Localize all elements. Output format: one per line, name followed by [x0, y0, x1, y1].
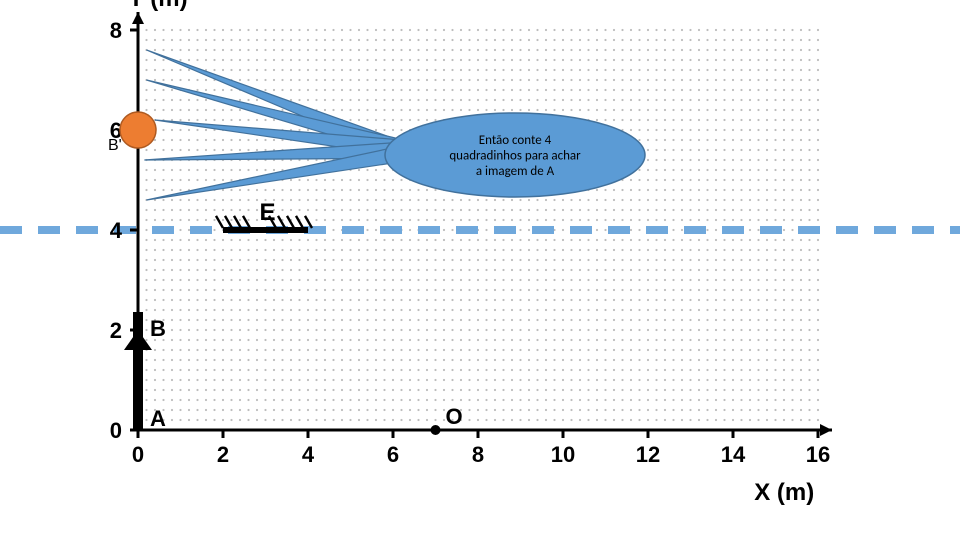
callout-text-line: quadradinhos para achar: [449, 149, 581, 164]
x-tick-label: 0: [132, 442, 144, 467]
y-tick-label: 0: [110, 418, 122, 443]
label-e: E: [260, 199, 276, 226]
callout-text-line: Então conte 4: [479, 133, 552, 148]
x-tick-label: 16: [806, 442, 830, 467]
x-tick-label: 10: [551, 442, 575, 467]
x-axis-label: X (m): [754, 479, 814, 506]
y-tick-label: 2: [110, 318, 122, 343]
x-tick-label: 6: [387, 442, 399, 467]
callout-text-line: a imagem de A: [476, 164, 555, 179]
y-tick-label: 8: [110, 18, 122, 43]
b-prime-marker: [120, 112, 156, 148]
y-tick-label: 4: [110, 218, 123, 243]
x-tick-label: 4: [302, 442, 315, 467]
label-o: O: [446, 404, 463, 429]
x-tick-label: 8: [472, 442, 484, 467]
x-tick-label: 14: [721, 442, 746, 467]
label-b: B: [150, 316, 166, 341]
diagram-svg: 024681012141602468X (m)Y (m)ABOEB'Então …: [0, 0, 960, 540]
x-tick-label: 2: [217, 442, 229, 467]
y-axis-label: Y (m): [128, 0, 188, 12]
x-tick-label: 12: [636, 442, 660, 467]
diagram-stage: 024681012141602468X (m)Y (m)ABOEB'Então …: [0, 0, 960, 540]
label-a: A: [150, 406, 166, 431]
point-o: [431, 425, 441, 435]
label-b-prime: B': [108, 137, 122, 154]
